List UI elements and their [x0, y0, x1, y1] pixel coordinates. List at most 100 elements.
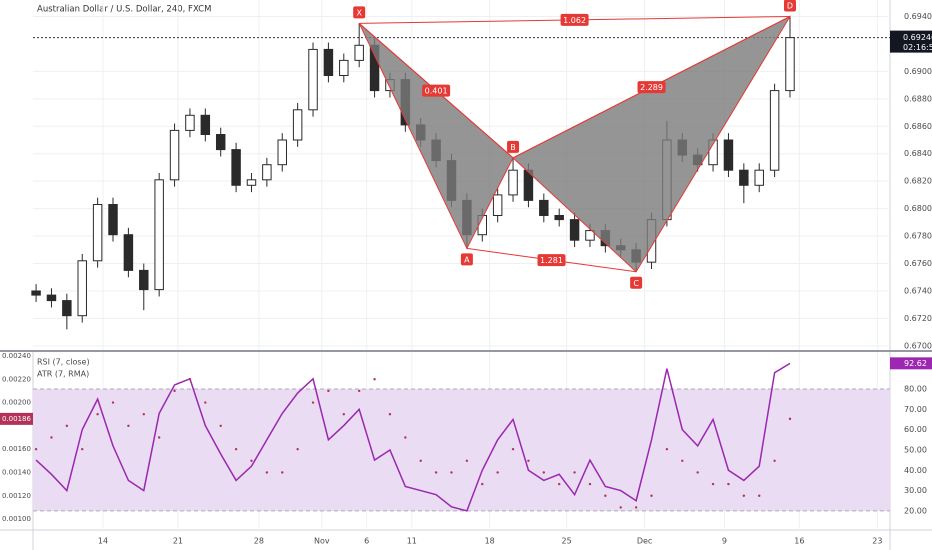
legend-entry: RSI (7, close): [37, 358, 90, 367]
candle-body: [785, 37, 795, 92]
atr-dot: [588, 482, 592, 486]
candle-body: [323, 48, 334, 76]
x-tick-label: 18: [485, 537, 495, 546]
atr-dot: [558, 482, 561, 486]
point-box: [630, 276, 643, 289]
candle-body: [292, 109, 303, 141]
chart-title: Australian Dollar / U.S. Dollar, 240, FX…: [37, 5, 211, 15]
atr-dot: [696, 471, 699, 474]
last-value-label: 0.00186: [2, 415, 31, 423]
candle-body: [200, 114, 211, 136]
candle-body: [246, 179, 257, 186]
candle-body: [492, 194, 503, 216]
x-tick-label: Dec: [637, 537, 652, 546]
ratio-box: [560, 13, 589, 26]
atr-dot: [742, 494, 746, 497]
x-tick-label: 25: [561, 537, 571, 546]
point-label: A: [464, 255, 470, 264]
candle-body: [123, 234, 134, 271]
y-tick-label: 0.00100: [2, 515, 31, 523]
atr-dot: [311, 401, 315, 404]
atr-dot: [204, 401, 207, 404]
x-tick-label: 9: [722, 537, 727, 546]
atr-dot: [234, 447, 238, 451]
x-tick-label: Nov: [314, 537, 330, 546]
point-box: [353, 6, 366, 19]
ratio-label: 1.062: [563, 16, 586, 25]
rsi-band: [33, 388, 890, 511]
point-label: C: [633, 279, 639, 288]
atr-dot: [419, 459, 422, 463]
ratio-label: 2.289: [640, 83, 663, 92]
atr-dot: [758, 494, 761, 497]
atr-dot: [542, 471, 546, 474]
atr-dot: [342, 413, 345, 416]
atr-dot: [296, 447, 299, 451]
atr-dot: [157, 436, 161, 439]
atr-dot: [434, 471, 438, 474]
candle-body: [62, 300, 72, 317]
atr-dot: [604, 494, 607, 497]
atr-dot: [327, 389, 330, 393]
atr-dot: [219, 424, 222, 428]
candle-body: [539, 199, 549, 216]
rsi-line: [35, 362, 791, 512]
atr-dot: [81, 447, 84, 451]
atr-dot: [634, 506, 638, 509]
ratio-box: [422, 84, 451, 97]
candle-body: [277, 139, 287, 166]
y-tick-label: 0.00120: [2, 492, 31, 500]
atr-dot: [404, 436, 407, 439]
candle-body: [339, 59, 349, 76]
ratio-label: 1.281: [540, 256, 563, 265]
atr-dot: [265, 471, 269, 474]
x-tick-label: 28: [254, 537, 264, 546]
atr-dot: [727, 482, 730, 486]
atr-dot: [650, 494, 653, 497]
candle-body: [185, 114, 195, 131]
candle-body: [739, 169, 749, 186]
atr-dot: [142, 413, 145, 416]
point-label: B: [510, 143, 516, 152]
atr-dot: [496, 471, 499, 474]
last-value-label: 92.62: [904, 359, 927, 368]
atr-dot: [481, 482, 484, 486]
atr-dot: [250, 459, 253, 463]
atr-dot: [111, 401, 115, 404]
atr-dot: [281, 471, 284, 474]
atr-dot: [373, 378, 376, 381]
candle-body: [231, 149, 241, 186]
point-label: D: [787, 1, 793, 10]
atr-dot: [773, 459, 776, 463]
atr-dot: [388, 413, 392, 416]
atr-dot: [188, 378, 192, 381]
x-tick-label: 6: [364, 537, 369, 546]
candle-body: [169, 129, 180, 181]
last-value-box: [890, 357, 932, 370]
point-box: [783, 0, 796, 12]
y-tick-label: 0.00240: [2, 352, 31, 360]
atr-dot: [711, 482, 715, 486]
y-tick-label: 0.00200: [2, 399, 31, 407]
candle-body: [723, 139, 734, 171]
candle-body: [108, 204, 118, 236]
candle-body: [215, 134, 226, 151]
candle-body: [554, 214, 564, 221]
candle-body: [154, 179, 164, 291]
x-tick-label: 16: [794, 537, 804, 546]
atr-dot: [65, 424, 69, 428]
candle-body: [262, 164, 272, 181]
candle-body: [31, 290, 41, 296]
atr-dot: [665, 447, 669, 451]
atr-dot: [681, 459, 684, 463]
candle-body: [308, 48, 318, 111]
atr-dot: [527, 459, 530, 463]
